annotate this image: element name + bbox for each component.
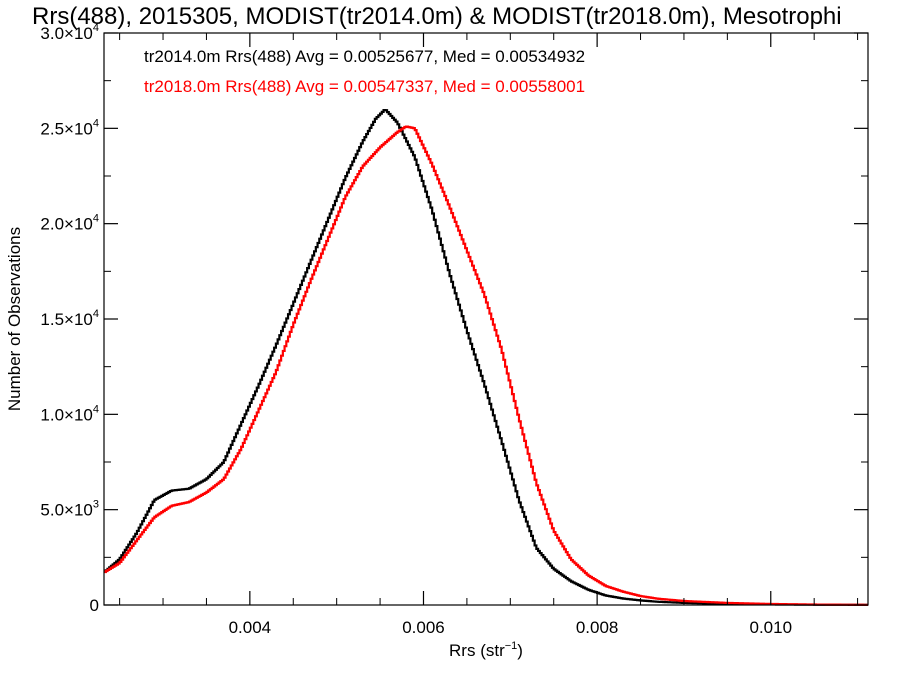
y-tick-label: 2.5×104 [40,117,99,138]
y-tick-label: 0 [90,596,99,615]
legend-annotation-tr2014: tr2014.0m Rrs(488) Avg = 0.00525677, Med… [144,47,585,66]
x-tick-label: 0.006 [402,618,445,637]
y-axis-label: Number of Observations [5,227,24,411]
y-tick-label: 1.0×104 [40,403,99,424]
x-axis-label-base: Rrs (str [449,641,505,660]
y-tick-label: 5.0×103 [40,499,99,520]
legend-annotation-tr2018: tr2018.0m Rrs(488) Avg = 0.00547337, Med… [144,77,585,96]
x-axis-label: Rrs (str−1) [449,640,523,660]
series-line-0 [104,109,868,606]
y-tick-label: 3.0×104 [40,22,99,43]
y-tick-label: 1.5×104 [40,308,99,329]
axis-ticks [104,32,868,606]
x-tick-label: 0.008 [576,618,619,637]
x-tick-label: 0.010 [749,618,792,637]
x-axis-label-exponent: −1 [505,640,518,652]
chart-title: Rrs(488), 2015305, MODIST(tr2014.0m) & M… [32,3,842,30]
series-layer [103,109,869,606]
x-tick-labels: 0.004 0.006 0.008 0.010 [229,618,792,637]
plot-frame [103,32,869,606]
x-tick-label: 0.004 [229,618,272,637]
y-tick-labels: 0 5.0×103 1.0×104 1.5×104 2.0×104 2.5×104 3.0×… [40,22,99,615]
y-tick-label: 2.0×104 [40,213,99,234]
x-axis-label-close: ) [517,641,523,660]
series-line-1 [104,125,868,606]
